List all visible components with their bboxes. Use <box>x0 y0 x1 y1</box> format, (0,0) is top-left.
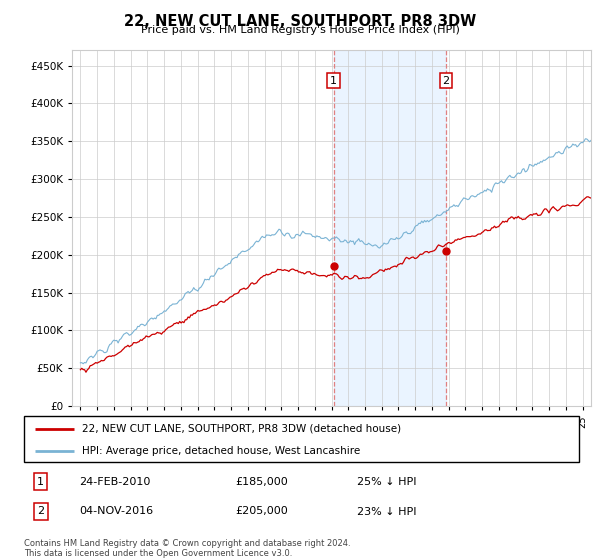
Text: £185,000: £185,000 <box>235 477 287 487</box>
Text: 22, NEW CUT LANE, SOUTHPORT, PR8 3DW: 22, NEW CUT LANE, SOUTHPORT, PR8 3DW <box>124 14 476 29</box>
Text: 2: 2 <box>37 506 44 516</box>
Text: £205,000: £205,000 <box>235 506 287 516</box>
Text: 2: 2 <box>442 76 449 86</box>
Text: Contains HM Land Registry data © Crown copyright and database right 2024.
This d: Contains HM Land Registry data © Crown c… <box>24 539 350 558</box>
FancyBboxPatch shape <box>24 416 579 462</box>
Text: 25% ↓ HPI: 25% ↓ HPI <box>357 477 416 487</box>
Text: Price paid vs. HM Land Registry's House Price Index (HPI): Price paid vs. HM Land Registry's House … <box>140 25 460 35</box>
Text: 24-FEB-2010: 24-FEB-2010 <box>79 477 151 487</box>
Text: 22, NEW CUT LANE, SOUTHPORT, PR8 3DW (detached house): 22, NEW CUT LANE, SOUTHPORT, PR8 3DW (de… <box>82 424 401 434</box>
Text: 04-NOV-2016: 04-NOV-2016 <box>79 506 154 516</box>
Text: 1: 1 <box>330 76 337 86</box>
Bar <box>334 50 446 406</box>
Text: HPI: Average price, detached house, West Lancashire: HPI: Average price, detached house, West… <box>82 446 361 455</box>
Text: 23% ↓ HPI: 23% ↓ HPI <box>357 506 416 516</box>
Text: 1: 1 <box>37 477 44 487</box>
